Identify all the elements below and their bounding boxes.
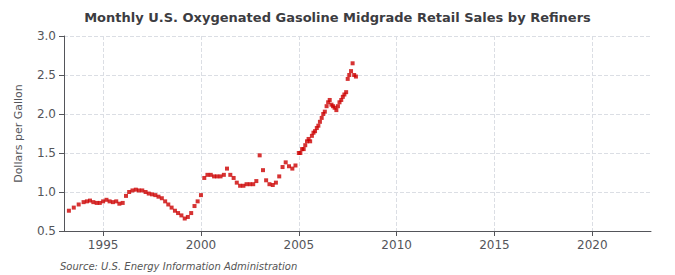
svg-text:2015: 2015 [479,238,510,252]
svg-text:2005: 2005 [284,238,315,252]
svg-text:1995: 1995 [88,238,119,252]
svg-text:Monthly U.S. Oxygenated Gasoli: Monthly U.S. Oxygenated Gasoline Midgrad… [84,10,591,25]
svg-text:1.5: 1.5 [37,146,56,160]
svg-text:2.0: 2.0 [37,107,56,121]
svg-text:2000: 2000 [186,238,217,252]
svg-text:0.5: 0.5 [37,224,56,238]
svg-text:2010: 2010 [381,238,412,252]
svg-text:2.5: 2.5 [37,68,56,82]
svg-text:Source: U.S. Energy Informatio: Source: U.S. Energy Information Administ… [60,261,297,272]
svg-text:3.0: 3.0 [37,29,56,43]
svg-text:2020: 2020 [577,238,608,252]
svg-text:Dollars per Gallon: Dollars per Gallon [12,84,25,183]
svg-text:1.0: 1.0 [37,185,56,199]
